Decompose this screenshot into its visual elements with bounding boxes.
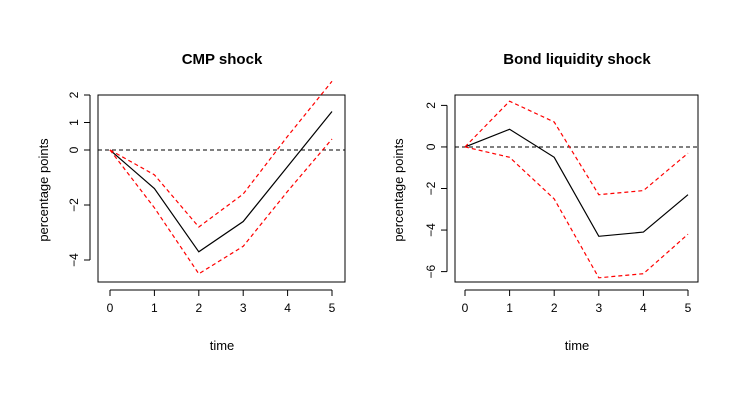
plot-box [454,94,699,283]
y-axis-label: percentage points [36,138,51,242]
y-tick-label: −6 [424,264,438,278]
upper-band-line [464,100,689,196]
x-tick-label: 4 [640,301,647,315]
panel-cmp-shock: CMP shock time percentage points 0 1 2 3 4 5 −… [36,51,346,353]
panel-bond-liquidity-shock: Bond liquidity shock time percentage poi… [391,51,699,353]
x-tick-label: 1 [151,301,158,315]
y-tick-label: 2 [424,102,438,109]
x-tick-label: 3 [595,301,602,315]
y-tick-label: 2 [67,91,81,98]
x-axis-label: time [210,338,235,353]
x-tick-label: 5 [329,301,336,315]
x-axis-label: time [565,338,590,353]
y-tick-label: −4 [424,223,438,237]
y-tick-label: 0 [424,143,438,150]
x-tick-label: 0 [107,301,114,315]
upper-band-line [109,80,333,228]
plot-area: 0 1 2 3 4 5 −4 −2 0 1 2 [67,80,346,315]
x-tick-label: 5 [685,301,692,315]
chart-title: CMP shock [182,51,263,68]
y-tick-label: −2 [424,181,438,195]
plot-box [97,94,346,283]
x-tick-label: 1 [506,301,513,315]
estimate-line [464,128,689,237]
lower-band-line [109,138,333,275]
x-tick-label: 2 [195,301,202,315]
y-axis-label: percentage points [391,138,406,242]
lower-band-line [464,146,689,279]
y-tick-label: 1 [67,119,81,126]
y-tick-label: −2 [67,198,81,212]
plot-area: 0 1 2 3 4 5 −6 −4 −2 0 2 [424,94,699,315]
x-tick-label: 0 [462,301,469,315]
chart-title: Bond liquidity shock [503,51,651,68]
estimate-line [109,111,333,253]
x-tick-label: 3 [240,301,247,315]
x-tick-label: 4 [284,301,291,315]
y-tick-label: −4 [67,253,81,267]
y-tick-label: 0 [67,146,81,153]
x-tick-label: 2 [551,301,558,315]
